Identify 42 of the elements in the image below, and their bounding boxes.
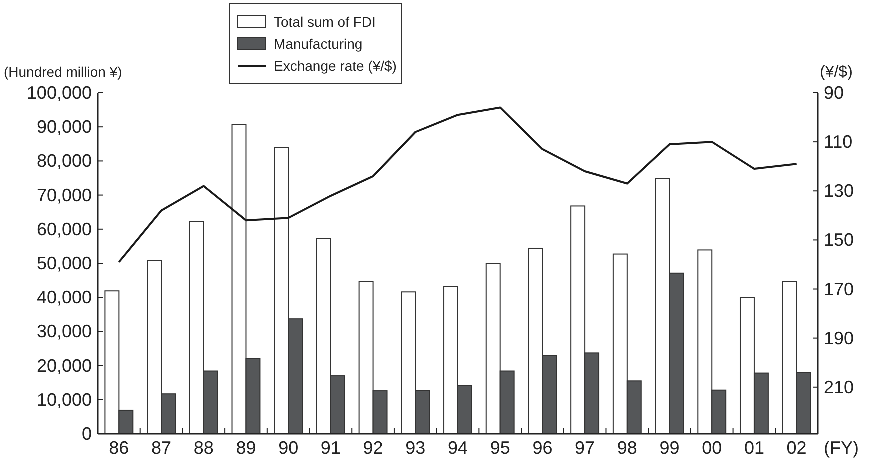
x-tick-label: 98 <box>617 438 638 458</box>
y2-tick-label: 130 <box>824 181 854 202</box>
y-tick-label: 20,000 <box>36 356 92 376</box>
legend-label: Exchange rate (¥/$) <box>274 58 397 74</box>
y2-axis-title: (¥/$) <box>820 64 853 81</box>
x-tick-label: 02 <box>786 438 807 458</box>
x-tick-label: 97 <box>575 438 596 458</box>
line-series <box>118 106 798 264</box>
legend-label: Total sum of FDI <box>274 14 376 30</box>
y-axis-title: (Hundred million ¥) <box>4 64 122 80</box>
x-tick-label: 95 <box>490 438 510 458</box>
x-tick-label: 93 <box>406 438 426 458</box>
y2-tick-label: 150 <box>824 230 854 250</box>
y-tick-label: 10,000 <box>36 390 92 410</box>
x-tick-label: 00 <box>702 438 722 458</box>
y-tick-label: 0 <box>82 424 92 444</box>
y2-tick-label: 110 <box>824 132 853 152</box>
y2-tick-label: 210 <box>824 377 854 398</box>
x-tick-label: 92 <box>363 438 384 458</box>
y-tick-label: 30,000 <box>36 322 92 342</box>
x-tick-label: 99 <box>660 438 680 458</box>
x-axis-title: (FY) <box>824 438 859 458</box>
y-tick-label: 70,000 <box>36 185 92 206</box>
x-tick-label: 01 <box>744 438 764 458</box>
y-tick-label: 40,000 <box>36 288 92 308</box>
x-tick-label: 87 <box>152 438 172 458</box>
y2-tick-label: 170 <box>824 279 854 300</box>
x-tick-label: 88 <box>194 438 214 458</box>
x-tick-label: 86 <box>109 438 130 458</box>
y-tick-label: 90,000 <box>36 117 92 138</box>
y2-tick-label: 90 <box>824 83 844 103</box>
y2-tick-label: 190 <box>824 328 854 348</box>
y-tick-label: 100,000 <box>26 83 92 103</box>
y-tick-label: 50,000 <box>36 254 92 274</box>
y-tick-label: 60,000 <box>36 219 92 240</box>
x-tick-label: 94 <box>448 438 468 458</box>
legend-label: Manufacturing <box>274 36 363 52</box>
x-tick-label: 91 <box>320 438 341 458</box>
x-tick-label: 96 <box>532 438 553 458</box>
x-tick-label: 90 <box>278 438 299 458</box>
y-tick-label: 80,000 <box>36 151 92 172</box>
x-tick-label: 89 <box>236 438 256 458</box>
